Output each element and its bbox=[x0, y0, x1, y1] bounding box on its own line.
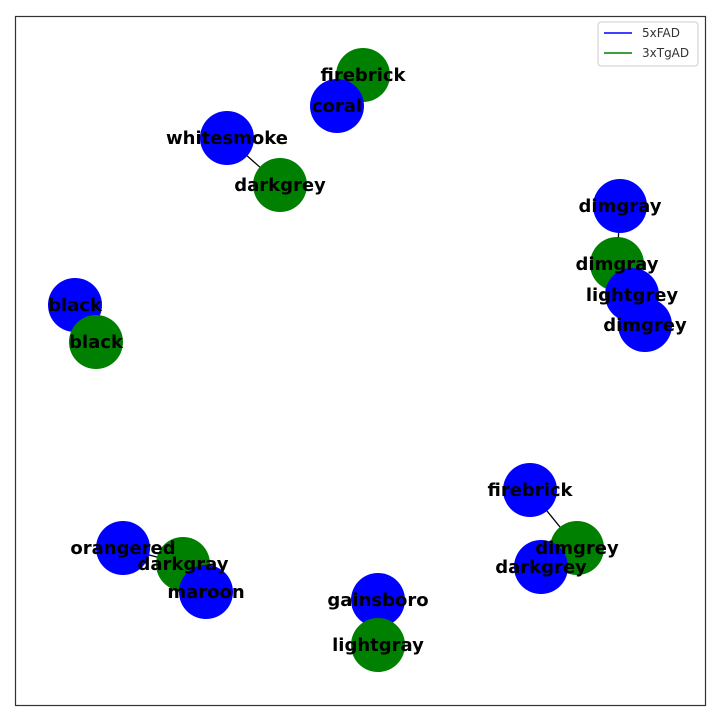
node-n17 bbox=[351, 573, 405, 627]
node-label-n14: orangered bbox=[70, 538, 175, 559]
node-label-n8: dimgrey bbox=[603, 315, 687, 336]
legend: 5xFAD 3xTgAD bbox=[597, 21, 699, 67]
node-label-n7: lightgrey bbox=[586, 285, 679, 306]
node-n11 bbox=[503, 463, 557, 517]
node-label-n15: darkgray bbox=[138, 554, 229, 575]
node-label-n18: lightgray bbox=[332, 635, 424, 656]
node-n5 bbox=[593, 179, 647, 233]
node-label-n10: black bbox=[69, 332, 124, 353]
node-label-n1: firebrick bbox=[321, 65, 407, 86]
node-n2 bbox=[310, 79, 364, 133]
node-n16 bbox=[179, 565, 233, 619]
legend-label-5xfad: 5xFAD bbox=[642, 26, 680, 40]
node-label-n17: gainsboro bbox=[327, 590, 428, 611]
node-n18 bbox=[351, 618, 405, 672]
node-label-n2: coral bbox=[312, 96, 362, 117]
node-label-n11: firebrick bbox=[488, 480, 574, 501]
label-layer: firebrick coral whitesmoke darkgrey dimgray d… bbox=[48, 65, 687, 656]
node-n14 bbox=[96, 521, 150, 575]
node-label-n16: maroon bbox=[167, 582, 244, 603]
node-label-n12: dimgrey bbox=[535, 538, 619, 559]
node-n13 bbox=[514, 540, 568, 594]
node-n3 bbox=[200, 111, 254, 165]
node-layer bbox=[48, 48, 672, 672]
node-label-n13: darkgrey bbox=[495, 557, 587, 578]
node-n10 bbox=[69, 315, 123, 369]
legend-label-3xtgad: 3xTgAD bbox=[642, 46, 689, 60]
node-label-n6: dimgray bbox=[576, 254, 659, 275]
node-label-n9: black bbox=[48, 295, 103, 316]
node-n8 bbox=[618, 298, 672, 352]
node-n4 bbox=[253, 158, 307, 212]
node-label-n5: dimgray bbox=[579, 196, 662, 217]
node-label-n4: darkgrey bbox=[234, 175, 326, 196]
node-label-n3: whitesmoke bbox=[166, 128, 288, 149]
